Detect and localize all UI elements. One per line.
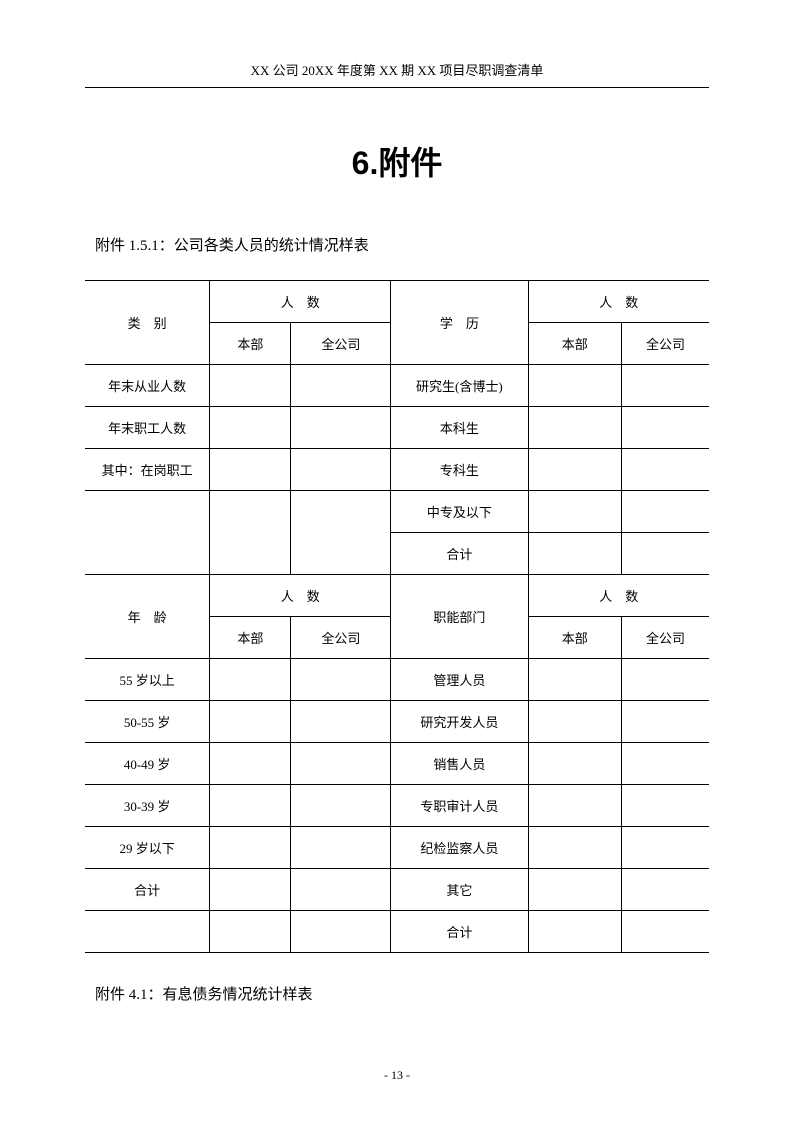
- table-cell: [528, 743, 622, 785]
- education-row: 专科生: [440, 463, 479, 478]
- page-number: - 13 -: [0, 1068, 794, 1083]
- category-row: 年末从业人数: [108, 379, 186, 394]
- table-cell: [622, 869, 709, 911]
- dept-row: 合计: [446, 925, 472, 940]
- age-row: 29 岁以下: [120, 841, 175, 856]
- table-cell: [622, 365, 709, 407]
- table-cell: [85, 491, 210, 575]
- table-cell: [528, 449, 622, 491]
- table-cell: [210, 869, 291, 911]
- count-header: 人 数: [281, 295, 320, 310]
- table-cell: [622, 911, 709, 953]
- table-cell: [210, 785, 291, 827]
- table-cell: [528, 785, 622, 827]
- dept-row: 纪检监察人员: [420, 841, 498, 856]
- table-cell: [210, 449, 291, 491]
- table-cell: [622, 701, 709, 743]
- table-cell: [528, 407, 622, 449]
- hq-header-3: 本部: [237, 631, 263, 646]
- table-cell: [210, 743, 291, 785]
- table-cell: [291, 491, 391, 575]
- education-header: 学 历: [440, 316, 479, 331]
- dept-header: 职能部门: [433, 610, 485, 625]
- company-header: 全公司: [321, 337, 360, 352]
- table-cell: [210, 659, 291, 701]
- table-cell: [291, 659, 391, 701]
- table-cell: [291, 785, 391, 827]
- table-cell: [210, 491, 291, 575]
- count-header-4: 人 数: [599, 589, 638, 604]
- table-cell: [528, 659, 622, 701]
- table-cell: [622, 533, 709, 575]
- table-cell: [622, 785, 709, 827]
- page-header: XX 公司 20XX 年度第 XX 期 XX 项目尽职调查清单: [85, 60, 709, 88]
- company-header-4: 全公司: [646, 631, 685, 646]
- dept-row: 管理人员: [433, 673, 485, 688]
- personnel-statistics-table: 类 别 人 数 学 历 人 数 本部 全公司 本部 全公司 年末从业人数 研究生…: [85, 280, 709, 953]
- table-cell: [210, 365, 291, 407]
- table-cell: [622, 827, 709, 869]
- table-cell: [210, 827, 291, 869]
- table-cell: [528, 911, 622, 953]
- category-header: 类 别: [128, 316, 167, 331]
- main-title: 6.附件: [85, 138, 709, 184]
- age-row: 55 岁以上: [120, 673, 175, 688]
- table-cell: [528, 701, 622, 743]
- table-cell: [528, 491, 622, 533]
- age-row: 合计: [134, 883, 160, 898]
- age-header: 年 龄: [128, 610, 167, 625]
- table-cell: [528, 869, 622, 911]
- hq-header-2: 本部: [562, 337, 588, 352]
- age-row: 30-39 岁: [124, 799, 171, 814]
- education-row: 研究生(含博士): [416, 379, 503, 394]
- company-header-3: 全公司: [321, 631, 360, 646]
- table-cell: [622, 407, 709, 449]
- table-cell: [622, 449, 709, 491]
- education-row: 中专及以下: [427, 505, 492, 520]
- table-cell: [528, 533, 622, 575]
- table-cell: [622, 491, 709, 533]
- table-cell: [210, 911, 291, 953]
- education-row: 合计: [446, 547, 472, 562]
- appendix-151-title: 附件 1.5.1：公司各类人员的统计情况样表: [95, 234, 709, 255]
- table-cell: [291, 449, 391, 491]
- dept-row: 其它: [446, 883, 472, 898]
- table-cell: [528, 365, 622, 407]
- hq-header: 本部: [237, 337, 263, 352]
- table-cell: [291, 911, 391, 953]
- dept-row: 专职审计人员: [420, 799, 498, 814]
- table-cell: [622, 659, 709, 701]
- table-cell: [291, 743, 391, 785]
- table-cell: [85, 911, 210, 953]
- age-row: 50-55 岁: [124, 715, 171, 730]
- table-cell: [291, 869, 391, 911]
- age-row: 40-49 岁: [124, 757, 171, 772]
- company-header-2: 全公司: [646, 337, 685, 352]
- dept-row: 研究开发人员: [420, 715, 498, 730]
- table-cell: [622, 743, 709, 785]
- hq-header-4: 本部: [562, 631, 588, 646]
- appendix-41-title: 附件 4.1：有息债务情况统计样表: [95, 983, 709, 1004]
- table-cell: [210, 701, 291, 743]
- count-header-3: 人 数: [281, 589, 320, 604]
- education-row: 本科生: [440, 421, 479, 436]
- category-row: 年末职工人数: [108, 421, 186, 436]
- count-header-2: 人 数: [599, 295, 638, 310]
- table-cell: [291, 827, 391, 869]
- dept-row: 销售人员: [433, 757, 485, 772]
- table-cell: [528, 827, 622, 869]
- table-cell: [291, 407, 391, 449]
- table-cell: [210, 407, 291, 449]
- table-cell: [291, 365, 391, 407]
- category-row: 其中：在岗职工: [102, 463, 193, 478]
- table-cell: [291, 701, 391, 743]
